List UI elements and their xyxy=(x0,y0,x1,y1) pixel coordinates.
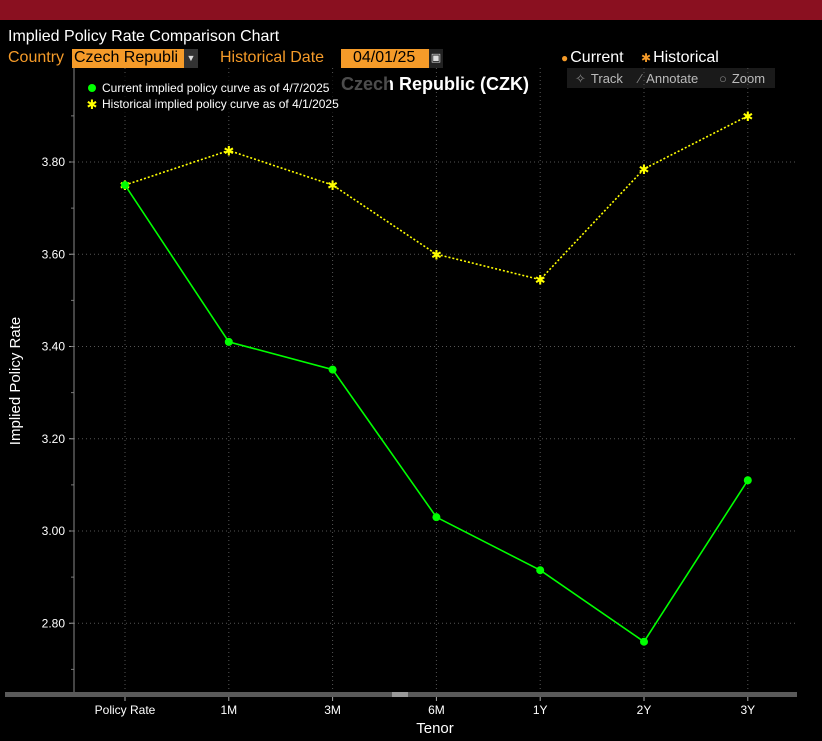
grid-lines xyxy=(74,68,797,692)
historical-data-point: ✱ xyxy=(742,110,753,125)
x-tick-label: 6M xyxy=(428,703,445,717)
y-tick-label: 2.80 xyxy=(42,616,66,630)
current-data-point[interactable] xyxy=(640,637,648,646)
dot-icon: ● xyxy=(561,51,569,65)
legend-entry: Current implied policy curve as of 4/7/2… xyxy=(102,81,330,95)
current-data-point[interactable] xyxy=(432,513,441,522)
x-tick-label: Policy Rate xyxy=(95,703,156,717)
legend-star-icon: ✱ xyxy=(87,98,98,113)
track-label: Track xyxy=(590,71,623,86)
scrollbar-grip[interactable] xyxy=(392,692,408,697)
legend: Current implied policy curve as of 4/7/2… xyxy=(80,75,390,115)
x-tick-label: 3Y xyxy=(740,703,755,717)
historical-date-value: 04/01/25 xyxy=(353,49,416,66)
y-tick-label: 3.80 xyxy=(42,155,66,169)
current-toggle-label: Current xyxy=(570,49,624,66)
x-tick-label: 1M xyxy=(220,703,237,717)
current-toggle[interactable]: ● Current xyxy=(561,49,624,67)
zoom-label: Zoom xyxy=(731,71,766,86)
x-tick-label: 3M xyxy=(324,703,341,717)
current-data-point[interactable] xyxy=(536,566,545,575)
legend-box xyxy=(80,75,390,115)
window-title: Implied Policy Rate Comparison Chart xyxy=(8,28,280,45)
country-value: Czech Republi xyxy=(74,49,179,66)
historical-toggle-label: Historical xyxy=(653,49,719,66)
current-data-point[interactable] xyxy=(121,181,129,190)
historical-series-line xyxy=(124,115,749,281)
annotate-button[interactable]: ∕ Annotate xyxy=(639,71,698,86)
star-icon: ✱ xyxy=(641,51,652,65)
y-tick-label: 3.60 xyxy=(42,247,66,261)
x-tick-label: 2Y xyxy=(637,703,652,717)
historical-data-point: ✱ xyxy=(223,144,234,159)
x-axis-label: Tenor xyxy=(416,720,454,737)
historical-data-point: ✱ xyxy=(639,163,650,178)
x-tick-label: 1Y xyxy=(533,703,548,717)
chevron-down-icon[interactable]: ▼ xyxy=(184,49,198,68)
historical-date-input[interactable]: 04/01/25 ▣ xyxy=(341,49,443,68)
y-tick-label: 3.40 xyxy=(42,340,66,354)
calendar-icon[interactable]: ▣ xyxy=(429,49,443,68)
historical-date-label: Historical Date xyxy=(220,49,325,66)
series-lines: ✱✱✱✱✱✱✱ xyxy=(120,110,753,646)
annotate-label: Annotate xyxy=(646,71,699,86)
top-bar xyxy=(0,0,822,20)
current-data-point[interactable] xyxy=(328,365,337,374)
y-axis-label: Implied Policy Rate xyxy=(7,317,24,445)
pencil-icon: ∕ xyxy=(639,71,642,86)
zoom-button[interactable]: ○ Zoom xyxy=(719,71,765,86)
magnifier-icon: ○ xyxy=(719,71,727,86)
chart-toolbar: ✧ Track ∕ Annotate ○ Zoom xyxy=(567,68,775,88)
crosshair-icon: ✧ xyxy=(575,71,586,86)
y-tick-label: 3.00 xyxy=(42,524,66,538)
current-data-point[interactable] xyxy=(743,476,752,485)
historical-data-point: ✱ xyxy=(327,179,338,194)
legend-entry: Historical implied policy curve as of 4/… xyxy=(102,97,339,111)
historical-data-point: ✱ xyxy=(431,248,442,263)
historical-data-point: ✱ xyxy=(535,274,546,289)
track-button[interactable]: ✧ Track xyxy=(575,71,623,87)
axes: 3.80 3.60 3.40 3.20 3.00 2.80 Policy Rate 1M 3M 6… xyxy=(5,68,797,717)
country-label: Country xyxy=(8,49,65,66)
y-tick-label: 3.20 xyxy=(42,432,66,446)
country-dropdown[interactable]: Czech Republi ▼ xyxy=(72,49,198,68)
legend-dot-icon xyxy=(88,84,96,92)
historical-toggle[interactable]: ✱ Historical xyxy=(641,49,719,67)
current-data-point[interactable] xyxy=(224,337,233,346)
